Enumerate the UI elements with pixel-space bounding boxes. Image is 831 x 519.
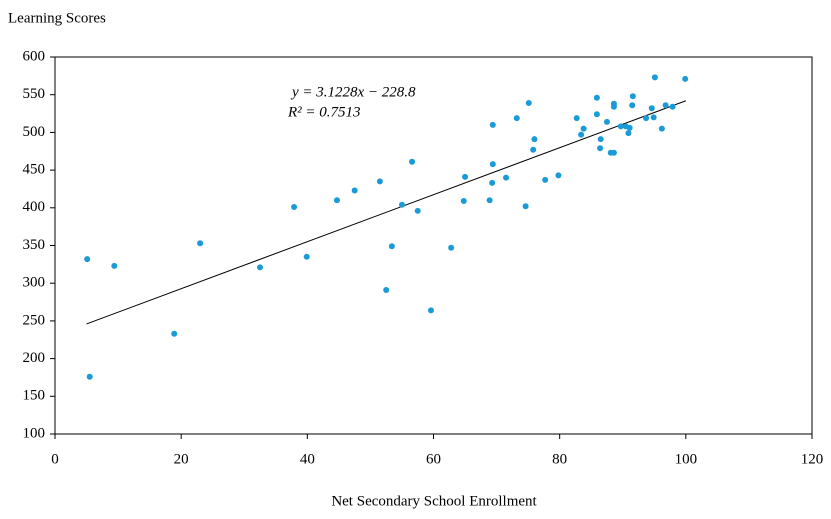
point — [427, 307, 434, 314]
point — [303, 253, 310, 260]
point — [398, 201, 405, 208]
point — [448, 244, 455, 251]
point — [651, 74, 658, 81]
point — [376, 178, 383, 185]
point — [629, 102, 636, 109]
x-tick-label: 100 — [675, 451, 698, 467]
point — [580, 125, 587, 132]
equation: y = 3.1228x − 228.8 — [290, 84, 416, 100]
trend-line — [86, 100, 687, 325]
r-squared: R² = 0.7513 — [287, 104, 361, 120]
plot-frame — [54, 56, 813, 435]
point — [84, 256, 91, 263]
point — [610, 149, 617, 156]
point — [578, 131, 585, 138]
x-tick-label: 60 — [426, 451, 441, 467]
point — [333, 197, 340, 204]
y-tick-label: 600 — [23, 48, 46, 64]
x-tick-label: 0 — [51, 451, 59, 467]
point — [617, 123, 624, 130]
point — [351, 187, 358, 194]
point — [555, 172, 562, 179]
point — [626, 124, 633, 131]
y-tick-label: 200 — [23, 350, 46, 366]
y-tick-label: 250 — [23, 312, 46, 328]
point — [682, 75, 689, 82]
point — [257, 264, 264, 271]
y-tick-label: 400 — [23, 199, 46, 215]
point — [462, 173, 469, 180]
point — [489, 161, 496, 168]
y-tick-label: 300 — [23, 275, 46, 291]
y-tick-label: 450 — [23, 162, 46, 178]
point — [460, 198, 467, 205]
point — [629, 93, 636, 100]
point — [530, 146, 537, 153]
point — [171, 330, 178, 337]
point — [525, 99, 532, 106]
point — [603, 118, 610, 125]
y-tick-label: 550 — [23, 86, 46, 102]
point — [383, 286, 390, 293]
y-tick-label: 350 — [23, 237, 46, 253]
point — [542, 176, 549, 183]
point — [662, 102, 669, 109]
point — [513, 115, 520, 122]
point — [291, 204, 298, 211]
point — [573, 115, 580, 122]
x-tick-label: 40 — [300, 451, 315, 467]
chart-title: Learning Scores — [8, 10, 106, 26]
point — [643, 115, 650, 122]
y-tick-label: 100 — [23, 425, 46, 441]
point — [593, 111, 600, 118]
point — [489, 121, 496, 128]
point — [648, 105, 655, 112]
y-tick-label: 150 — [23, 388, 46, 404]
point — [597, 136, 604, 143]
point — [650, 114, 657, 121]
point — [111, 262, 118, 269]
point — [86, 373, 93, 380]
point — [486, 197, 493, 204]
point — [503, 174, 510, 181]
point — [593, 94, 600, 101]
x-tick-label: 120 — [801, 451, 824, 467]
point — [522, 203, 529, 210]
point — [414, 207, 421, 214]
x-tick-label: 20 — [174, 451, 189, 467]
point — [409, 158, 416, 165]
point — [658, 125, 665, 132]
x-axis-label: Net Secondary School Enrollment — [331, 493, 537, 509]
point — [610, 103, 617, 110]
point — [625, 130, 632, 137]
point — [489, 179, 496, 186]
point — [597, 145, 604, 152]
point — [531, 136, 538, 143]
point — [669, 103, 676, 110]
point — [197, 240, 204, 247]
point — [388, 243, 395, 250]
x-tick-label: 80 — [552, 451, 567, 467]
y-tick-label: 500 — [23, 124, 46, 140]
